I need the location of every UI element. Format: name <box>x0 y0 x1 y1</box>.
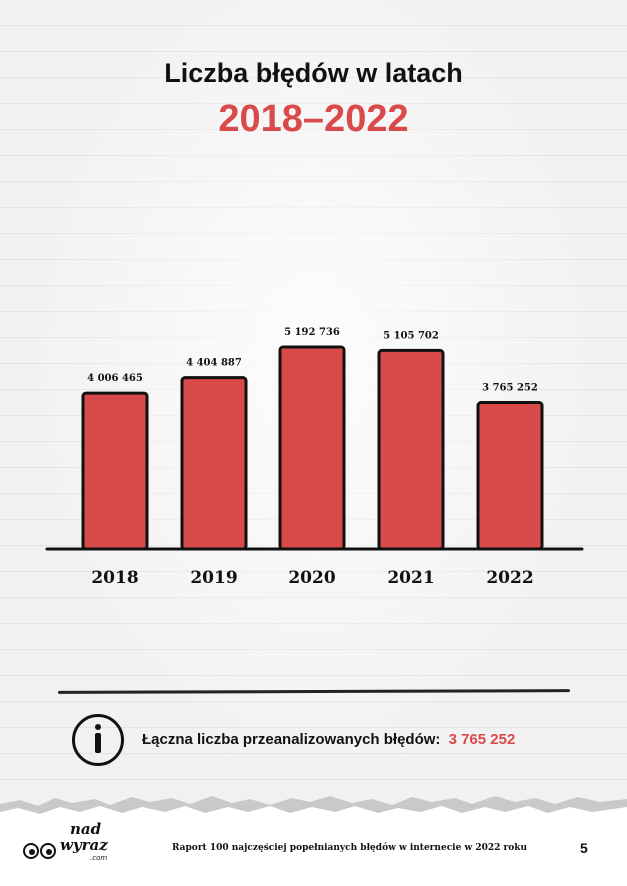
bar-2020 <box>278 345 346 551</box>
logo-text-com: .com <box>90 854 108 862</box>
data-label-2019: 4 404 887 <box>186 358 242 369</box>
bar-2022 <box>476 401 544 551</box>
x-tick-2022: 2022 <box>486 568 533 588</box>
info-icon <box>72 714 124 766</box>
page-subtitle: 2018–2022 <box>218 98 409 140</box>
info-text: Łączna liczba przeanalizowanych błędów: … <box>142 731 515 748</box>
page-title: Liczba błędów w latach <box>164 58 463 88</box>
page-number: 5 <box>580 840 588 856</box>
data-label-2018: 4 006 465 <box>87 373 143 384</box>
x-tick-2021: 2021 <box>387 568 434 588</box>
x-tick-2018: 2018 <box>91 568 138 588</box>
x-tick-2019: 2019 <box>190 568 237 588</box>
data-label-2022: 3 765 252 <box>482 383 538 394</box>
bar-2021 <box>377 348 445 551</box>
bar-2018 <box>81 391 149 551</box>
nadwyraz-logo: nad wyraz .com <box>22 820 112 870</box>
bar-2019 <box>180 376 248 551</box>
data-label-2020: 5 192 736 <box>284 327 340 338</box>
x-tick-2020: 2020 <box>288 568 335 588</box>
data-label-2021: 5 105 702 <box>383 330 439 341</box>
info-row: Łączna liczba przeanalizowanych błędów: … <box>72 714 572 770</box>
bar-chart: 4 006 465 2018 4 404 887 2019 5 192 736 2020 5… <box>45 327 584 588</box>
torn-paper-edge <box>0 796 627 886</box>
info-value: 3 765 252 <box>448 731 516 748</box>
eyes-icon <box>23 843 56 859</box>
footer-report-text: Raport 100 najczęściej popełnianych błęd… <box>172 843 528 853</box>
info-label: Łączna liczba przeanalizowanych błędów: <box>142 731 441 748</box>
logo-text-nad: nad <box>70 820 102 838</box>
logo-text-wyraz: wyraz <box>60 836 108 854</box>
